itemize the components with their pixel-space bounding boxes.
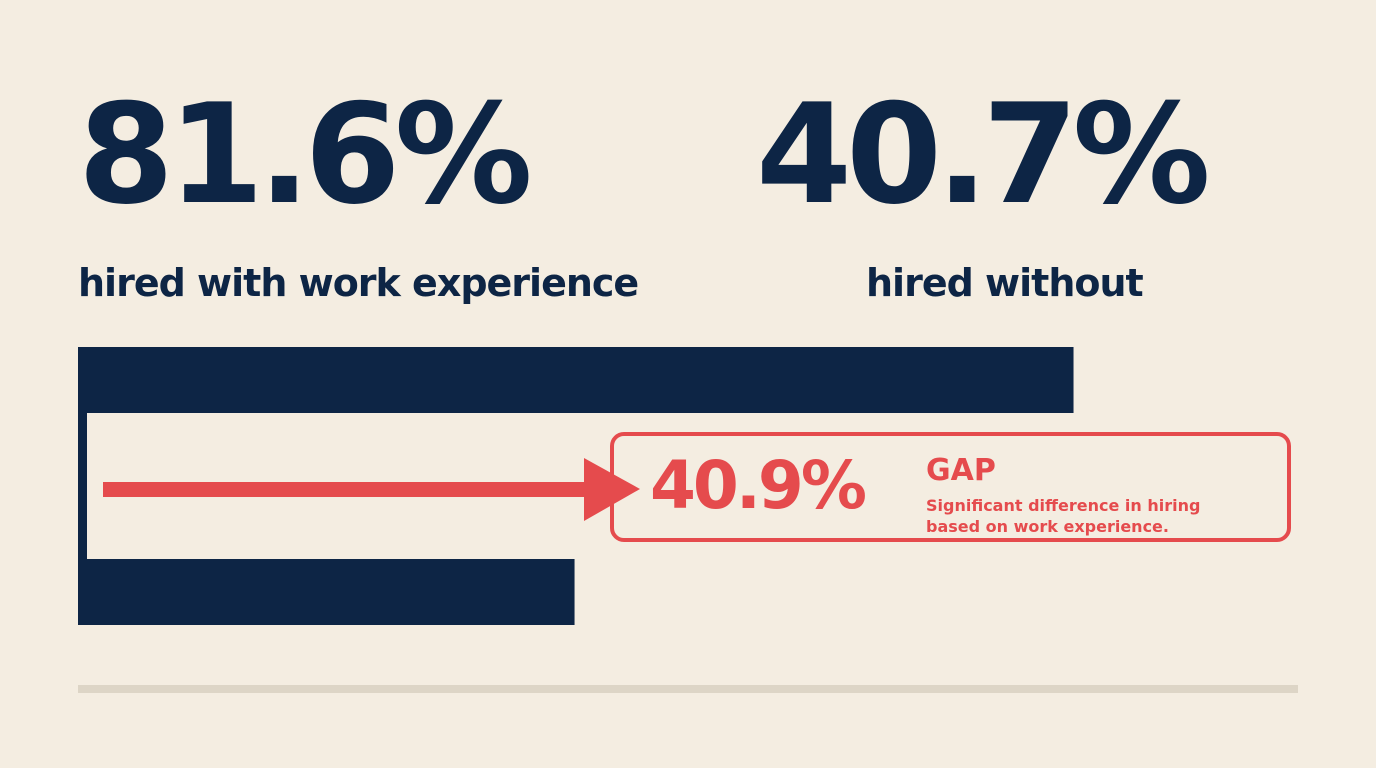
bar-with-experience (78, 347, 1074, 413)
stat-value-with-experience: 81.6% (78, 74, 533, 235)
stat-label-with-experience: hired with work experience (78, 261, 639, 305)
gap-callout: 40.9% GAP Significant difference in hiri… (610, 432, 1291, 542)
stat-label-without-experience: hired without (866, 261, 1144, 305)
divider-line (78, 685, 1298, 693)
bar-without-experience (78, 559, 575, 625)
gap-value: 40.9% (650, 447, 867, 524)
stat-value-without-experience: 40.7% (756, 74, 1211, 235)
gap-arrow-shaft (103, 482, 586, 497)
gap-title: GAP (926, 453, 996, 488)
gap-description: Significant difference in hiring based o… (926, 496, 1201, 536)
bar-bracket (78, 413, 87, 559)
